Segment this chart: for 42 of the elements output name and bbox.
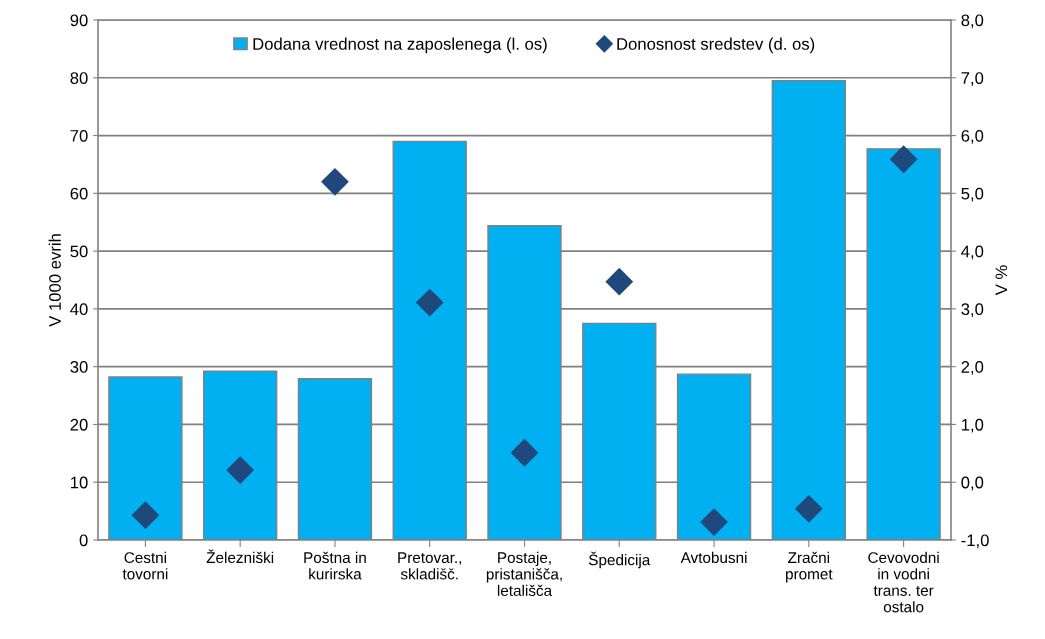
y-axis-title: V 1000 evrih bbox=[48, 234, 61, 327]
y-tick-label: 70 bbox=[70, 129, 88, 142]
x-tick-label: Cestni tovorni bbox=[122, 551, 168, 580]
y2-tick-label: 2,0 bbox=[961, 361, 984, 375]
y-tick-label: 40 bbox=[70, 303, 88, 316]
point bbox=[321, 167, 349, 196]
x-tick-label: Železniški bbox=[206, 549, 274, 564]
y2-tick-label: -1,0 bbox=[961, 534, 989, 549]
point bbox=[605, 267, 634, 296]
y-tick-label: 30 bbox=[70, 361, 88, 373]
y2-tick-label: 0,0 bbox=[961, 476, 984, 491]
y2-tick-label: 7,0 bbox=[961, 72, 984, 86]
legend-label: Dodana vrednost na zaposlenega (l. os) bbox=[253, 37, 547, 54]
point bbox=[226, 456, 255, 484]
x-tick-label: Poštna in kurirska bbox=[304, 551, 366, 580]
x-tick-label: Avtobusni bbox=[680, 551, 747, 564]
y2-tick-label: 4,0 bbox=[961, 245, 984, 260]
y2-tick-label: 1,0 bbox=[961, 418, 984, 433]
point bbox=[415, 288, 444, 317]
y-tick-label: 0 bbox=[79, 534, 88, 547]
y2-tick-label: 6,0 bbox=[961, 129, 984, 144]
y-tick-label: 10 bbox=[71, 476, 88, 489]
y2-tick-label: 8,0 bbox=[961, 14, 984, 29]
y-tick-label: 60 bbox=[70, 187, 88, 200]
y-tick-label: 20 bbox=[70, 418, 88, 431]
x-tick-label: Cevovodni in vodni trans. ter ostalo bbox=[868, 551, 939, 613]
y-tick-label: 90 bbox=[70, 14, 88, 27]
point bbox=[889, 145, 918, 174]
x-tick-label: Postaje, pristanišča, letališča bbox=[486, 551, 562, 596]
point bbox=[131, 501, 160, 530]
point bbox=[700, 508, 728, 536]
y2-axis-title: V % bbox=[995, 265, 1008, 296]
legend-label: Donosnost sredstev (d. os) bbox=[617, 37, 815, 54]
y-tick-label: 50 bbox=[70, 245, 88, 258]
y-tick-label: 80 bbox=[70, 72, 88, 84]
y2-tick-label: 5,0 bbox=[961, 187, 984, 202]
x-tick-label: Špedicija bbox=[588, 551, 651, 569]
point bbox=[510, 438, 539, 467]
point bbox=[794, 494, 823, 523]
x-tick-label: Pretovar., skladišč. bbox=[398, 552, 462, 580]
y2-tick-label: 3,0 bbox=[961, 303, 984, 318]
x-tick-label: Zračni promet bbox=[786, 551, 833, 583]
